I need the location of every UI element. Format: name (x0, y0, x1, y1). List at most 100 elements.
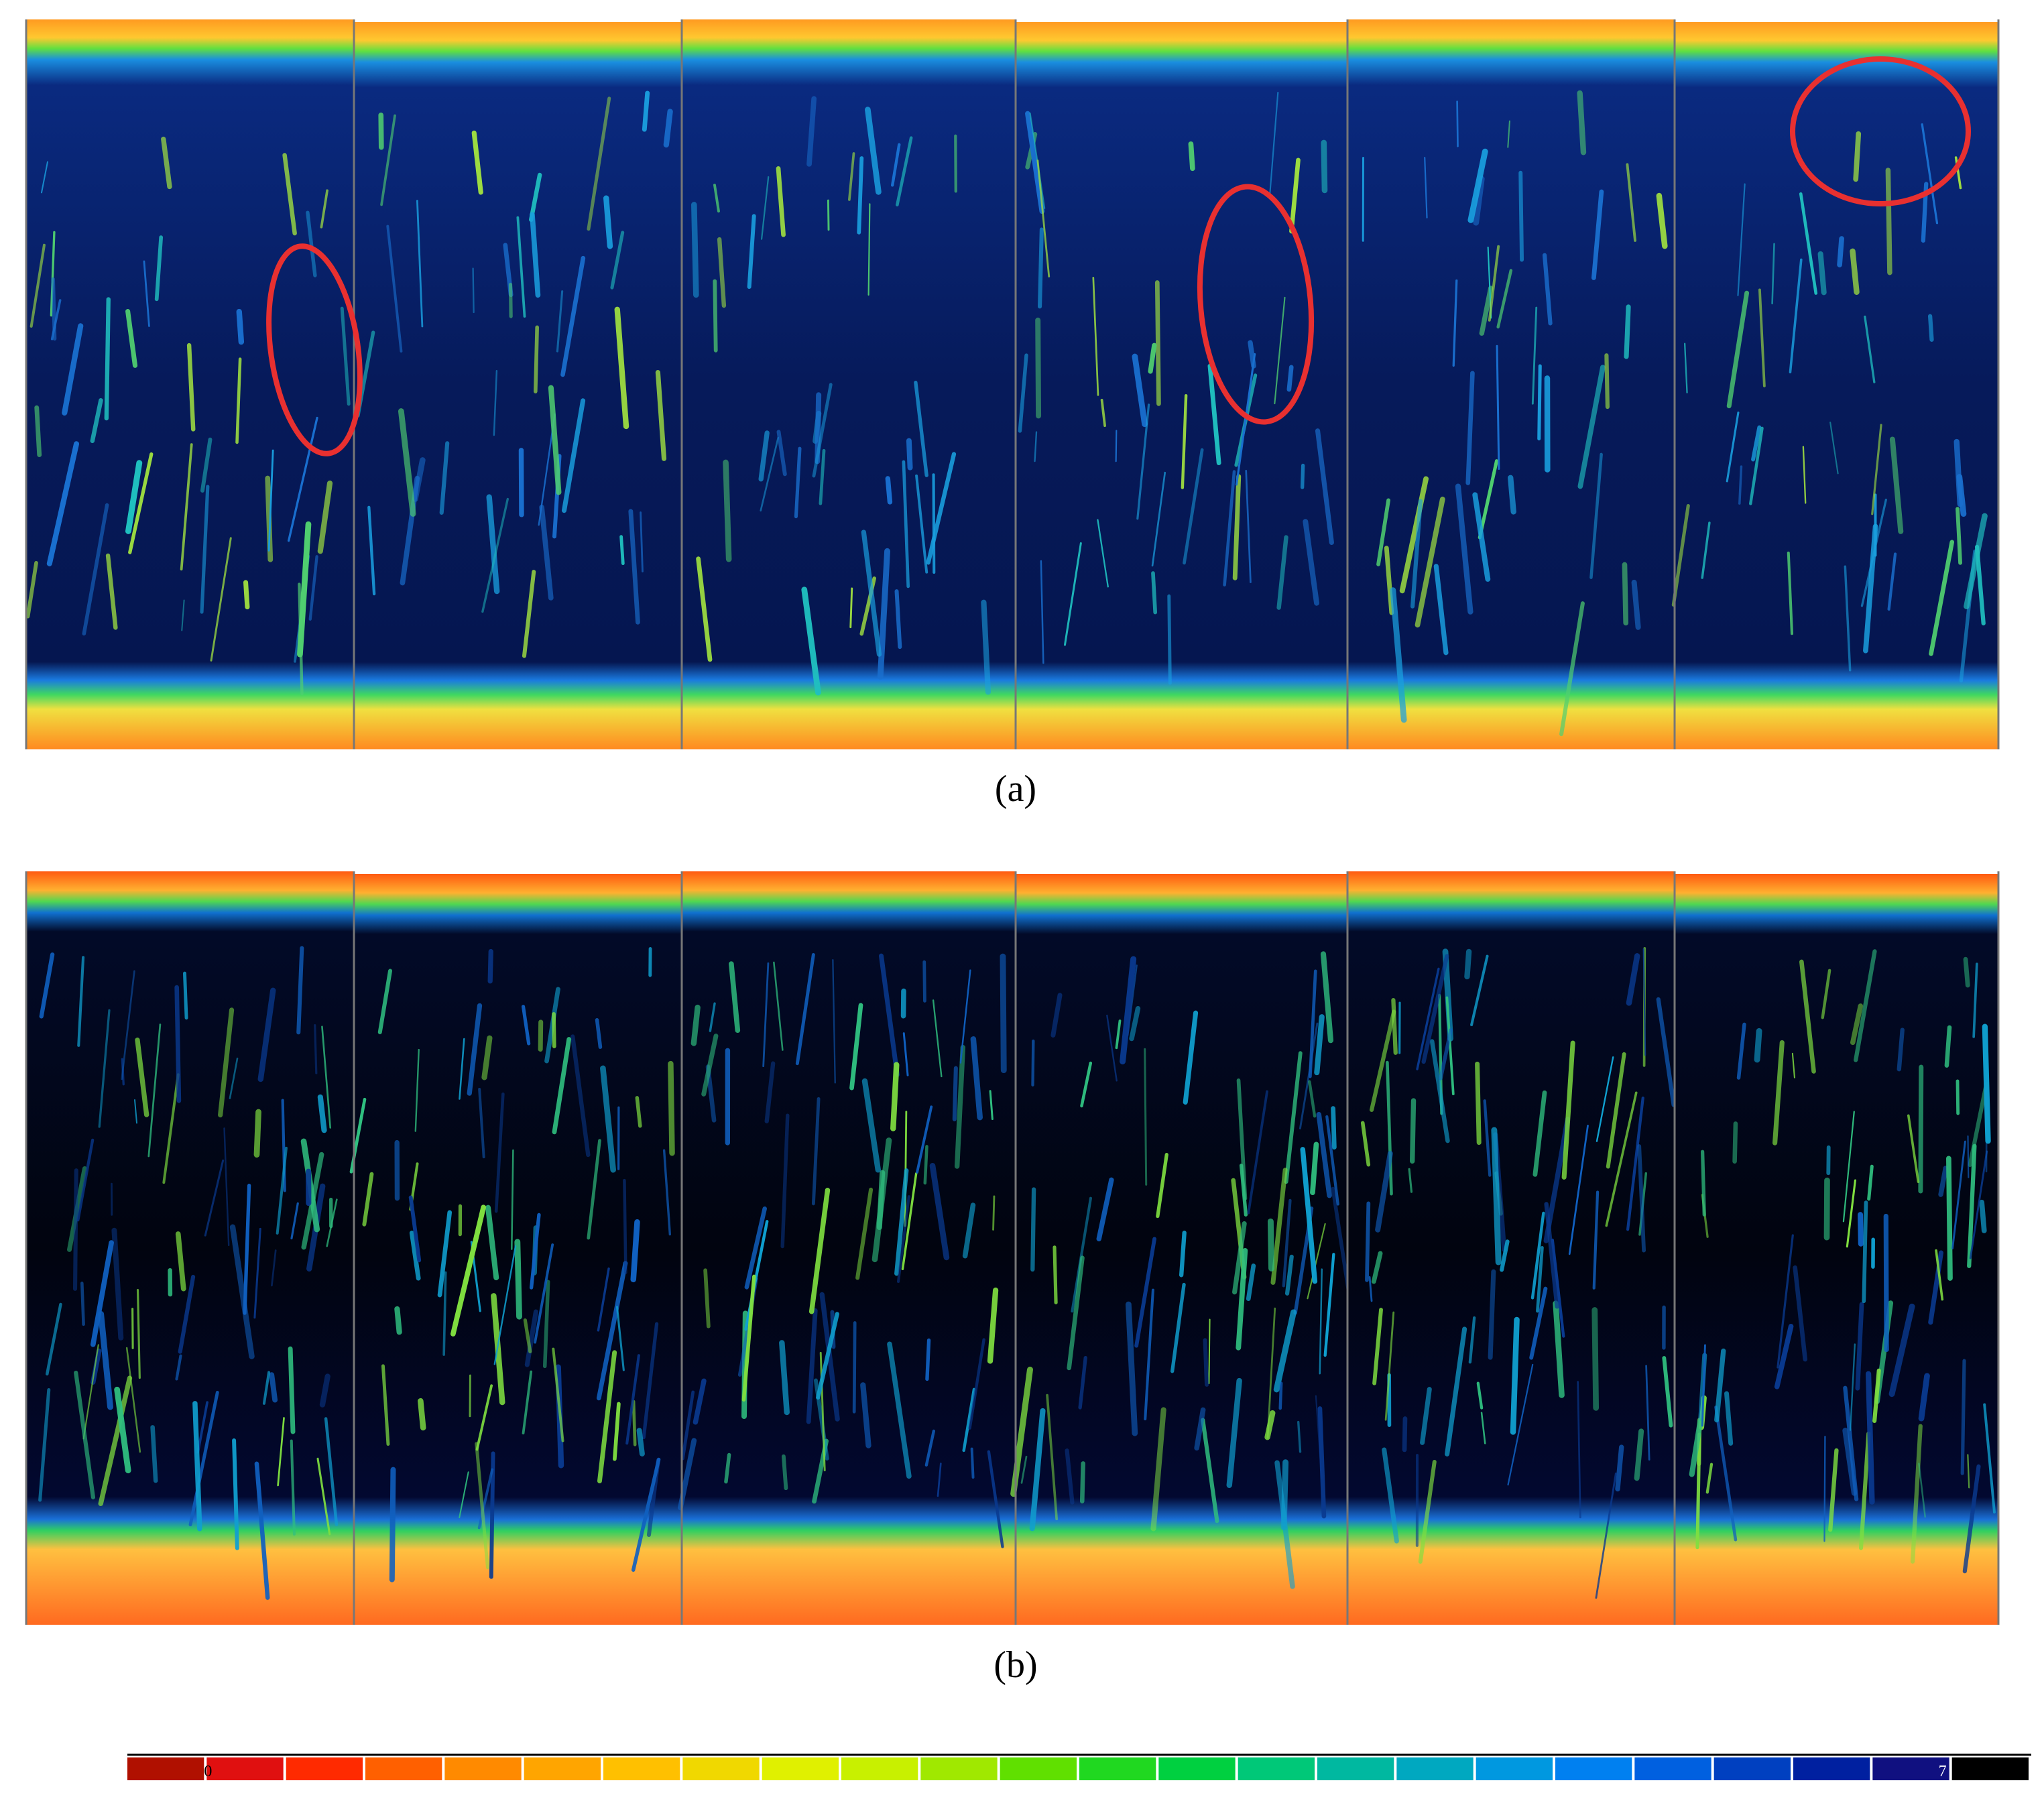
streak (1181, 1233, 1185, 1275)
streak (473, 269, 474, 312)
streak (1520, 173, 1522, 260)
streak (1033, 1041, 1034, 1085)
colorbar-swatch (603, 1757, 680, 1780)
streak (1082, 1463, 1083, 1501)
streak (1624, 564, 1626, 623)
streak (1412, 1101, 1414, 1161)
streak (859, 158, 861, 233)
streak (1735, 1123, 1736, 1161)
streak (320, 1097, 324, 1130)
sub-image (1675, 22, 1998, 749)
streak (1985, 1027, 1988, 1141)
colorbar-swatch (1238, 1757, 1315, 1780)
streak (1055, 1247, 1056, 1303)
streak (955, 1068, 956, 1119)
streak (784, 1457, 786, 1488)
sub-image (682, 19, 1016, 749)
colorbar-label: 0 (204, 1763, 212, 1780)
colorbar-swatch (1555, 1757, 1632, 1780)
streak (1510, 478, 1513, 512)
streak (1490, 1272, 1494, 1357)
streak (694, 204, 696, 294)
streak (1153, 573, 1155, 612)
streak (536, 327, 537, 391)
colorbar-swatch (206, 1757, 283, 1780)
colorbar-swatch (920, 1757, 997, 1780)
streak (1703, 1152, 1705, 1215)
streak (640, 1430, 642, 1454)
streak (670, 1064, 672, 1153)
colorbar-swatch (841, 1757, 918, 1780)
streak (397, 1309, 399, 1332)
colorbar-swatch (127, 1757, 204, 1780)
panel-label: (b) (994, 1644, 1037, 1686)
streak (1116, 430, 1117, 461)
streak (257, 1112, 259, 1155)
streak (888, 479, 890, 502)
streak (82, 1283, 83, 1324)
streak (1860, 1215, 1861, 1243)
colorbar-swatch (524, 1757, 601, 1780)
streak (1157, 283, 1158, 404)
streak (634, 1222, 638, 1280)
streak (1478, 1064, 1480, 1142)
panel-a (26, 19, 1998, 749)
colorbar-swatch (762, 1757, 839, 1780)
streak (1284, 1463, 1286, 1528)
streak (1313, 1144, 1316, 1192)
streak (726, 462, 729, 559)
streak (184, 973, 186, 1018)
colorbar-swatch (365, 1757, 442, 1780)
streak (239, 312, 241, 342)
colorbar-swatch (1317, 1757, 1394, 1780)
streak (1003, 956, 1004, 1070)
streak (621, 537, 623, 564)
streak (634, 1402, 635, 1444)
streak (290, 1349, 293, 1432)
streak (927, 1340, 929, 1379)
colorbar-swatch (1476, 1757, 1553, 1780)
streak (972, 1449, 973, 1477)
streak (1757, 1031, 1759, 1060)
streak (1513, 1320, 1517, 1432)
streak (1280, 1383, 1281, 1408)
streak (1982, 1202, 1984, 1231)
sub-image (354, 22, 682, 749)
colorbar-label: 7 (1939, 1763, 1947, 1780)
streak (644, 93, 647, 129)
streak (1626, 307, 1628, 357)
streak (1169, 596, 1170, 683)
streak (893, 1065, 896, 1129)
streak (624, 1180, 625, 1272)
streak (1595, 1310, 1596, 1408)
streak (924, 962, 925, 1001)
streak (1824, 1436, 1825, 1541)
streak (518, 1242, 520, 1316)
streak (606, 198, 610, 247)
colorbar-swatch (286, 1757, 363, 1780)
colorbar-swatch (1000, 1757, 1077, 1780)
colorbar-swatch (1793, 1757, 1870, 1780)
streak (1821, 254, 1824, 292)
streak (1606, 355, 1608, 407)
streak (1393, 1000, 1395, 1053)
streak (490, 952, 491, 981)
streak (1289, 367, 1291, 389)
colorbar-swatch (1872, 1757, 1949, 1780)
streak (1205, 1340, 1207, 1384)
streak (37, 408, 40, 454)
streak (1032, 1190, 1034, 1270)
streak (1958, 509, 1960, 563)
streak (315, 1026, 316, 1073)
streak (521, 450, 522, 515)
streak (1962, 1361, 1964, 1473)
colorbar-swatch (444, 1757, 521, 1780)
panel-label: (a) (995, 768, 1036, 810)
streak (444, 1273, 446, 1355)
streak (107, 300, 109, 419)
streak (1888, 170, 1890, 273)
colorbar-swatch (1952, 1757, 2029, 1780)
